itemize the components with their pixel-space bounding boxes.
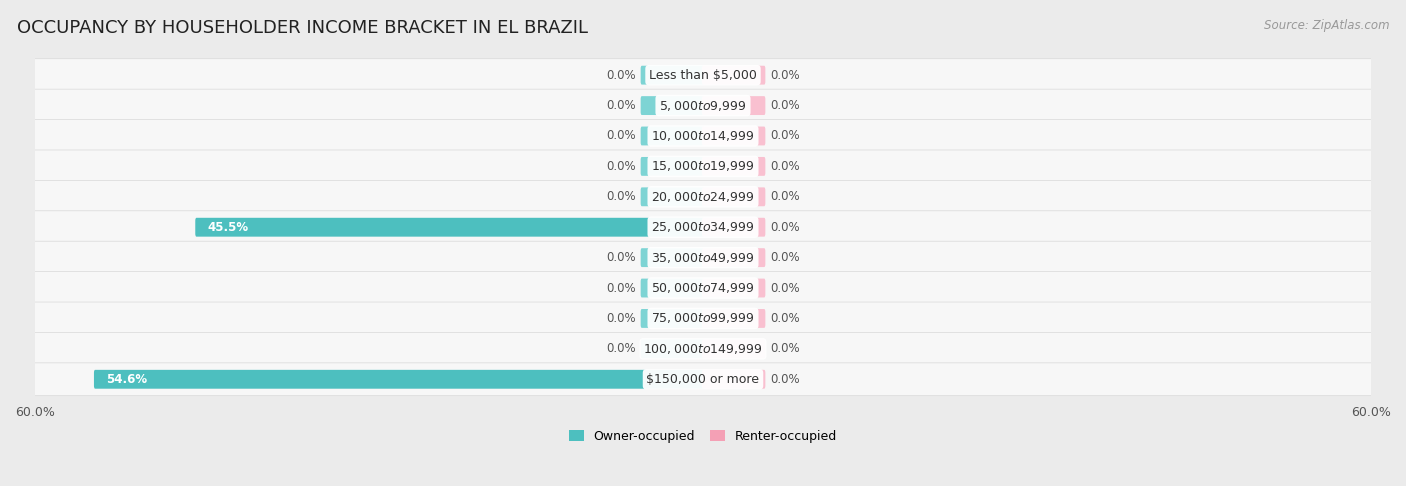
Text: 0.0%: 0.0%	[606, 281, 636, 295]
Text: 0.0%: 0.0%	[770, 129, 800, 142]
Text: $75,000 to $99,999: $75,000 to $99,999	[651, 312, 755, 326]
Text: 0.0%: 0.0%	[770, 312, 800, 325]
FancyBboxPatch shape	[702, 66, 765, 85]
FancyBboxPatch shape	[34, 180, 1372, 213]
Text: 0.0%: 0.0%	[770, 191, 800, 203]
FancyBboxPatch shape	[641, 248, 704, 267]
Text: Less than $5,000: Less than $5,000	[650, 69, 756, 82]
FancyBboxPatch shape	[195, 218, 704, 237]
Text: $20,000 to $24,999: $20,000 to $24,999	[651, 190, 755, 204]
Text: 0.0%: 0.0%	[770, 251, 800, 264]
Text: 0.0%: 0.0%	[770, 69, 800, 82]
FancyBboxPatch shape	[94, 370, 704, 389]
FancyBboxPatch shape	[702, 96, 765, 115]
FancyBboxPatch shape	[34, 150, 1372, 183]
FancyBboxPatch shape	[34, 302, 1372, 335]
FancyBboxPatch shape	[34, 332, 1372, 365]
Text: $10,000 to $14,999: $10,000 to $14,999	[651, 129, 755, 143]
FancyBboxPatch shape	[34, 272, 1372, 304]
FancyBboxPatch shape	[702, 278, 765, 297]
Text: $25,000 to $34,999: $25,000 to $34,999	[651, 220, 755, 234]
Text: 0.0%: 0.0%	[770, 373, 800, 386]
FancyBboxPatch shape	[702, 339, 765, 358]
FancyBboxPatch shape	[702, 126, 765, 145]
Text: OCCUPANCY BY HOUSEHOLDER INCOME BRACKET IN EL BRAZIL: OCCUPANCY BY HOUSEHOLDER INCOME BRACKET …	[17, 19, 588, 37]
FancyBboxPatch shape	[702, 248, 765, 267]
FancyBboxPatch shape	[34, 89, 1372, 122]
Text: 0.0%: 0.0%	[606, 251, 636, 264]
FancyBboxPatch shape	[34, 59, 1372, 91]
FancyBboxPatch shape	[702, 188, 765, 206]
Text: $35,000 to $49,999: $35,000 to $49,999	[651, 251, 755, 265]
Text: $150,000 or more: $150,000 or more	[647, 373, 759, 386]
Text: 0.0%: 0.0%	[770, 221, 800, 234]
FancyBboxPatch shape	[641, 157, 704, 176]
FancyBboxPatch shape	[34, 211, 1372, 243]
Text: 54.6%: 54.6%	[107, 373, 148, 386]
FancyBboxPatch shape	[702, 309, 765, 328]
FancyBboxPatch shape	[641, 309, 704, 328]
Text: 0.0%: 0.0%	[770, 160, 800, 173]
FancyBboxPatch shape	[34, 241, 1372, 274]
FancyBboxPatch shape	[641, 66, 704, 85]
Legend: Owner-occupied, Renter-occupied: Owner-occupied, Renter-occupied	[568, 430, 838, 443]
FancyBboxPatch shape	[641, 126, 704, 145]
FancyBboxPatch shape	[641, 339, 704, 358]
Text: Source: ZipAtlas.com: Source: ZipAtlas.com	[1264, 19, 1389, 33]
FancyBboxPatch shape	[702, 370, 765, 389]
Text: $100,000 to $149,999: $100,000 to $149,999	[644, 342, 762, 356]
Text: 0.0%: 0.0%	[606, 342, 636, 355]
Text: 0.0%: 0.0%	[606, 312, 636, 325]
FancyBboxPatch shape	[34, 363, 1372, 396]
FancyBboxPatch shape	[702, 218, 765, 237]
Text: 0.0%: 0.0%	[606, 69, 636, 82]
FancyBboxPatch shape	[641, 96, 704, 115]
FancyBboxPatch shape	[702, 157, 765, 176]
Text: 0.0%: 0.0%	[606, 160, 636, 173]
Text: 0.0%: 0.0%	[770, 281, 800, 295]
Text: 0.0%: 0.0%	[770, 99, 800, 112]
Text: 0.0%: 0.0%	[770, 342, 800, 355]
Text: 45.5%: 45.5%	[208, 221, 249, 234]
Text: $5,000 to $9,999: $5,000 to $9,999	[659, 99, 747, 113]
Text: 0.0%: 0.0%	[606, 99, 636, 112]
FancyBboxPatch shape	[34, 120, 1372, 153]
FancyBboxPatch shape	[641, 278, 704, 297]
Text: 0.0%: 0.0%	[606, 129, 636, 142]
Text: $50,000 to $74,999: $50,000 to $74,999	[651, 281, 755, 295]
FancyBboxPatch shape	[641, 188, 704, 206]
Text: 0.0%: 0.0%	[606, 191, 636, 203]
Text: $15,000 to $19,999: $15,000 to $19,999	[651, 159, 755, 174]
